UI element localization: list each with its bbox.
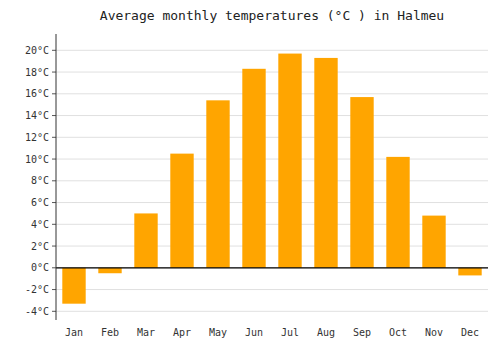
x-tick-label: Jan [65, 327, 83, 338]
y-tick [52, 311, 56, 312]
x-tick-label: Jun [245, 327, 263, 338]
y-tick-label: 18°C [25, 67, 49, 78]
y-tick [52, 115, 56, 116]
grid-line [56, 93, 488, 94]
bar [278, 54, 301, 268]
x-tick-label: May [209, 327, 227, 338]
y-tick [52, 93, 56, 94]
title: Average monthly temperatures (°C ) in Ha… [100, 8, 444, 23]
y-tick-label: 0°C [31, 262, 49, 273]
y-tick-label: 6°C [31, 197, 49, 208]
y-tick-label: 16°C [25, 88, 49, 99]
bar [170, 154, 193, 268]
grid-line [56, 202, 488, 203]
bar [242, 69, 265, 268]
y-tick [52, 224, 56, 225]
y-tick-label: 14°C [25, 110, 49, 121]
y-tick [52, 246, 56, 247]
x-tick-label: Mar [137, 327, 155, 338]
grid-line [56, 289, 488, 290]
grid-line [56, 159, 488, 160]
y-tick [52, 202, 56, 203]
y-tick-label: 12°C [25, 132, 49, 143]
bar [206, 100, 229, 267]
bar [350, 97, 373, 268]
chart: Average monthly temperatures (°C ) in Ha… [0, 0, 500, 350]
y-axis [56, 34, 57, 320]
x-tick-label: Sep [353, 327, 371, 338]
y-tick-label: 8°C [31, 175, 49, 186]
y-tick-label: 20°C [25, 45, 49, 56]
y-tick [52, 137, 56, 138]
bars [62, 54, 481, 304]
y-tick-label: -4°C [25, 306, 49, 317]
y-tick [52, 50, 56, 51]
y-tick [52, 267, 56, 268]
bar [134, 213, 157, 267]
y-tick [52, 72, 56, 73]
x-tick-label: Dec [461, 327, 479, 338]
y-tick [52, 159, 56, 160]
grid-line [56, 137, 488, 138]
x-tick-label: Jul [281, 327, 299, 338]
bar [98, 268, 121, 273]
y-tick [52, 289, 56, 290]
bar [314, 58, 337, 268]
x-tick-label: Aug [317, 327, 335, 338]
bar [62, 268, 85, 304]
bar [386, 157, 409, 268]
y-tick [52, 180, 56, 181]
x-tick-label: Oct [389, 327, 407, 338]
grid [56, 50, 488, 311]
bar [458, 268, 481, 276]
x-tick-label: Apr [173, 327, 191, 338]
grid-line [56, 115, 488, 116]
x-tick-label: Feb [101, 327, 119, 338]
grid-line [56, 180, 488, 181]
bar [422, 216, 445, 268]
y-tick-label: 2°C [31, 241, 49, 252]
zero-line [56, 267, 488, 268]
x-tick-label: Nov [425, 327, 443, 338]
grid-line [56, 311, 488, 312]
y-tick-label: 4°C [31, 219, 49, 230]
y-tick-label: 10°C [25, 154, 49, 165]
y-tick-label: -2°C [25, 284, 49, 295]
grid-line [56, 72, 488, 73]
grid-line [56, 50, 488, 51]
grid-line [56, 267, 488, 268]
